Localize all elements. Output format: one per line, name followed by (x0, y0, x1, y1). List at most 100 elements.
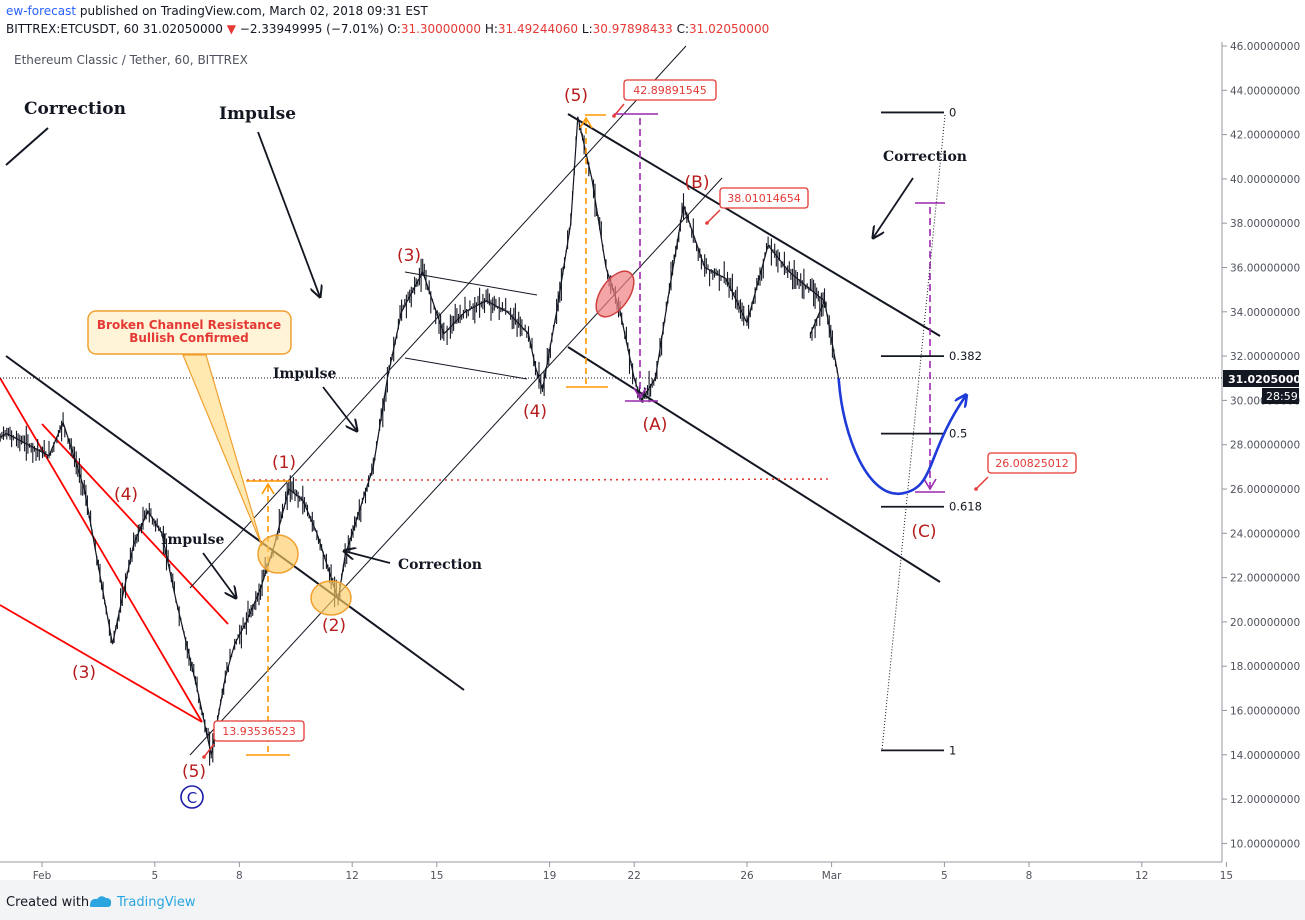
high-label: H: (484, 22, 498, 36)
y-tick-label: 36.00000000 (1230, 263, 1300, 275)
callout-42-text: 42.89891545 (633, 84, 706, 97)
tradingview-logo-icon[interactable] (87, 894, 113, 908)
fib-retracement: 0 0.382 0.5 0.618 1 (881, 105, 982, 757)
annotation-impulse-top: Impulse (219, 104, 296, 124)
y-tick-label: 28.00000000 (1230, 440, 1300, 452)
y-tick-label: 10.00000000 (1230, 838, 1300, 850)
red-resistance-line (41, 423, 229, 625)
y-tick-label: 32.00000000 (1230, 351, 1300, 363)
high-value: 31.49244060 (497, 22, 579, 36)
close-value: 31.02050000 (689, 22, 770, 36)
publish-line: ew-forecast published on TradingView.com… (6, 4, 428, 18)
correction-stroke (5, 127, 49, 166)
wave-c-circle-letter: C (187, 789, 197, 807)
wave-1: (1) (272, 453, 296, 473)
highlight-ellipse-break (595, 270, 635, 318)
up-channel-lower (189, 177, 723, 756)
callout-pointer (182, 354, 263, 547)
current-price-tag (1223, 370, 1299, 387)
wave-b: (B) (685, 173, 710, 193)
annotation-impulse-low: Impulse (161, 532, 225, 548)
highlight-circle-breakout (257, 534, 299, 574)
x-tick-label: Feb (33, 870, 52, 880)
orange-measure-left (246, 480, 290, 756)
price-chart[interactable]: Ethereum Classic / Tether, 60, BITTREX 4… (0, 0, 1305, 880)
breakout-dotted-line-ext (519, 478, 829, 481)
published-text: published on TradingView.com, March 02, … (79, 4, 428, 18)
chart-title: Ethereum Classic / Tether, 60, BITTREX (14, 53, 248, 67)
triangle-upper (404, 271, 538, 296)
fib-level-label: 1 (949, 743, 956, 757)
wave-a: (A) (643, 415, 668, 435)
callout-line1: Broken Channel Resistance (97, 318, 281, 332)
x-tick-label: Mar (822, 870, 842, 880)
callout-13: 13.93536523 (202, 720, 305, 759)
highlight-circle-wave2 (310, 580, 352, 616)
annotation-correction-right: Correction (883, 149, 967, 165)
low-value: 30.97898433 (592, 22, 673, 36)
x-tick-label: 12 (1135, 870, 1148, 880)
y-tick-label: 20.00000000 (1230, 617, 1300, 629)
y-tick-label: 46.00000000 (1230, 41, 1300, 53)
low-label: L: (581, 22, 593, 36)
callout-line2: Bullish Confirmed (129, 331, 249, 345)
wedge-upper-line (0, 604, 203, 723)
triangle-lower (404, 357, 528, 380)
close-label: C: (676, 22, 690, 36)
chart-header: ew-forecast published on TradingView.com… (0, 0, 1305, 42)
fib-trendline (881, 114, 946, 751)
y-tick-label: 34.00000000 (1230, 307, 1300, 319)
purple-measure-wave-a (614, 113, 658, 402)
tradingview-brand-link[interactable]: TradingView (117, 895, 196, 910)
open-value: 31.30000000 (400, 22, 481, 36)
x-tick-label: 8 (236, 870, 243, 880)
downtrend-channel-line (5, 355, 465, 691)
wave-3-upper: (3) (397, 246, 421, 266)
y-tick-label: 40.00000000 (1230, 174, 1300, 186)
axes: 46.00000000 44.00000000 42.00000000 40.0000… (33, 41, 1300, 880)
wave-5-upper: (5) (564, 86, 588, 106)
y-tick-label: 44.00000000 (1230, 85, 1300, 97)
y-tick-label: 42.00000000 (1230, 130, 1300, 142)
x-tick-label: 15 (430, 870, 443, 880)
purple-measure-wave-c (915, 202, 945, 493)
x-tick-label: 8 (1026, 870, 1033, 880)
x-tick-label: 15 (1220, 870, 1233, 880)
fib-level-label: 0.382 (949, 349, 982, 363)
x-tick-label: 26 (740, 870, 754, 880)
wave-c: (C) (911, 522, 936, 542)
wave-3-lower: (3) (72, 663, 96, 683)
wedge-lower-line (0, 377, 203, 723)
annotation-impulse-mid: Impulse (273, 366, 337, 382)
annotation-correction-mid: Correction (398, 557, 482, 573)
change-value: −2.33949995 (−7.01%) (239, 22, 384, 36)
annotation-arrows (202, 131, 914, 598)
annotation-labels: Correction Impulse Impulse Impulse Corre… (24, 99, 967, 573)
down-arrow-icon: ▼ (226, 22, 236, 36)
y-tick-label: 24.00000000 (1230, 528, 1300, 540)
callout-38: 38.01014654 (705, 187, 809, 225)
last-price: 31.02050000 (142, 22, 223, 36)
callout-42-high: 42.89891545 (612, 79, 717, 118)
author-link[interactable]: ew-forecast (6, 4, 77, 18)
wave-5-lower: (5) (182, 762, 206, 782)
current-price-text: 31.02050000 (1228, 373, 1305, 386)
price-callouts: 42.89891545 38.01014654 13.93536523 26.0… (202, 79, 1077, 759)
projection-path (837, 378, 966, 495)
symbol-label: BITTREX:ETCUSDT, 60 (6, 22, 139, 36)
fib-level-label: 0 (949, 105, 956, 119)
orange-measure-right (566, 114, 608, 388)
y-tick-label: 18.00000000 (1230, 661, 1300, 673)
wave-c-circle-icon (180, 785, 204, 809)
y-tick-label: 22.00000000 (1230, 573, 1300, 585)
down-channel-upper (567, 113, 941, 337)
ohlc-line: BITTREX:ETCUSDT, 60 31.02050000 ▼ −2.339… (6, 22, 769, 36)
candles (0, 116, 840, 766)
x-tick-label: 12 (346, 870, 359, 880)
fib-level-label: 0.618 (949, 500, 982, 514)
y-tick-label: 38.00000000 (1230, 218, 1300, 230)
y-tick-label: 16.00000000 (1230, 706, 1300, 718)
callout-13-text: 13.93536523 (222, 725, 295, 738)
candle-wicks (0, 116, 838, 766)
countdown-text: 28:59 (1266, 390, 1298, 403)
